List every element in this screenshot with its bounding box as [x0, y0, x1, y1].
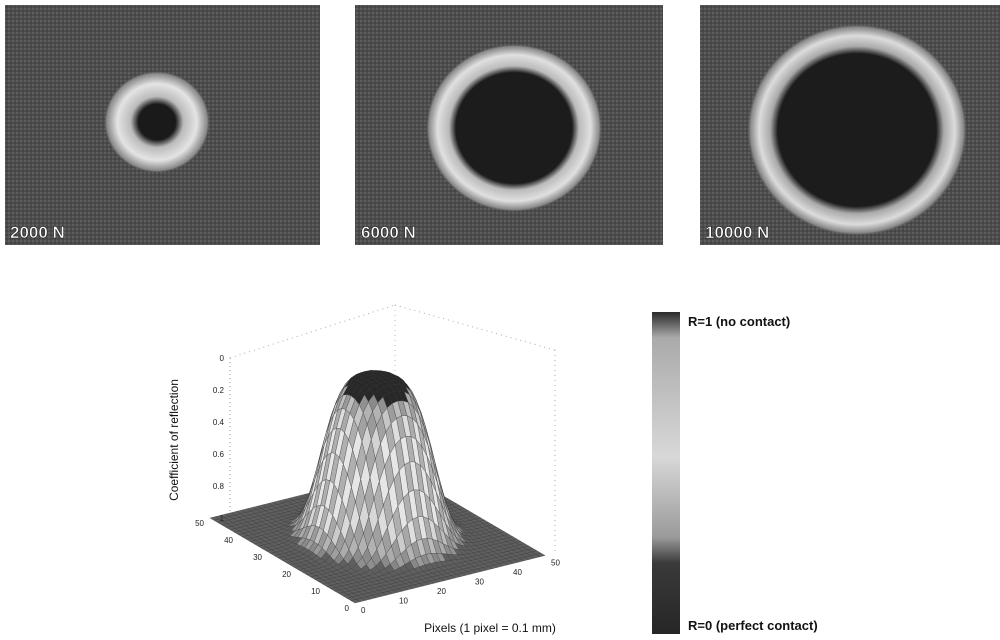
surface-plot: Coefficient of reflection Pixels (1 pixe…: [167, 304, 560, 635]
y-tick-label: 50: [195, 519, 204, 528]
colorbar-bottom-label: R=0 (perfect contact): [688, 618, 818, 633]
z-axis-label: Coefficient of reflection: [167, 379, 181, 501]
z-tick-label: 0.6: [213, 450, 225, 459]
z-tick-label: 1: [220, 514, 225, 523]
contact-ring: [104, 71, 210, 173]
panel-6000: 6000 N: [355, 5, 663, 245]
y-tick-label: 20: [282, 570, 291, 579]
surface: [209, 370, 546, 604]
z-tick-label: 0.8: [213, 482, 225, 491]
x-tick-label: 50: [551, 559, 560, 568]
z-tick-label: 0.2: [213, 386, 225, 395]
z-tick-label: 0.4: [213, 418, 225, 427]
y-tick-label: 40: [224, 536, 233, 545]
panel-label: 2000 N: [10, 223, 65, 242]
panel-label: 10000 N: [705, 223, 769, 242]
x-tick-label: 0: [361, 606, 366, 615]
y-tick-label: 30: [253, 553, 262, 562]
panel-10000: 10000 N: [700, 5, 1000, 245]
panel-label: 6000 N: [361, 223, 416, 242]
x-tick-label: 10: [399, 597, 408, 606]
z-tick-label: 0: [220, 354, 225, 363]
contact-ring: [426, 44, 602, 212]
contact-ring: [747, 24, 967, 236]
y-tick-label: 10: [311, 587, 320, 596]
x-tick-label: 40: [513, 568, 522, 577]
colorbar-scale: [652, 312, 680, 634]
x-axis-label: Pixels (1 pixel = 0.1 mm): [424, 621, 556, 635]
colorbar: R=1 (no contact) R=0 (perfect contact): [652, 312, 818, 634]
y-tick-label: 0: [345, 604, 350, 613]
colorbar-top-label: R=1 (no contact): [688, 314, 790, 329]
box-edge: [394, 304, 556, 351]
surface-patch: [350, 599, 361, 604]
panel-2000: 2000 N: [5, 5, 320, 245]
box-edge: [229, 304, 396, 359]
x-tick-label: 20: [437, 587, 446, 596]
x-tick-label: 30: [475, 578, 484, 587]
